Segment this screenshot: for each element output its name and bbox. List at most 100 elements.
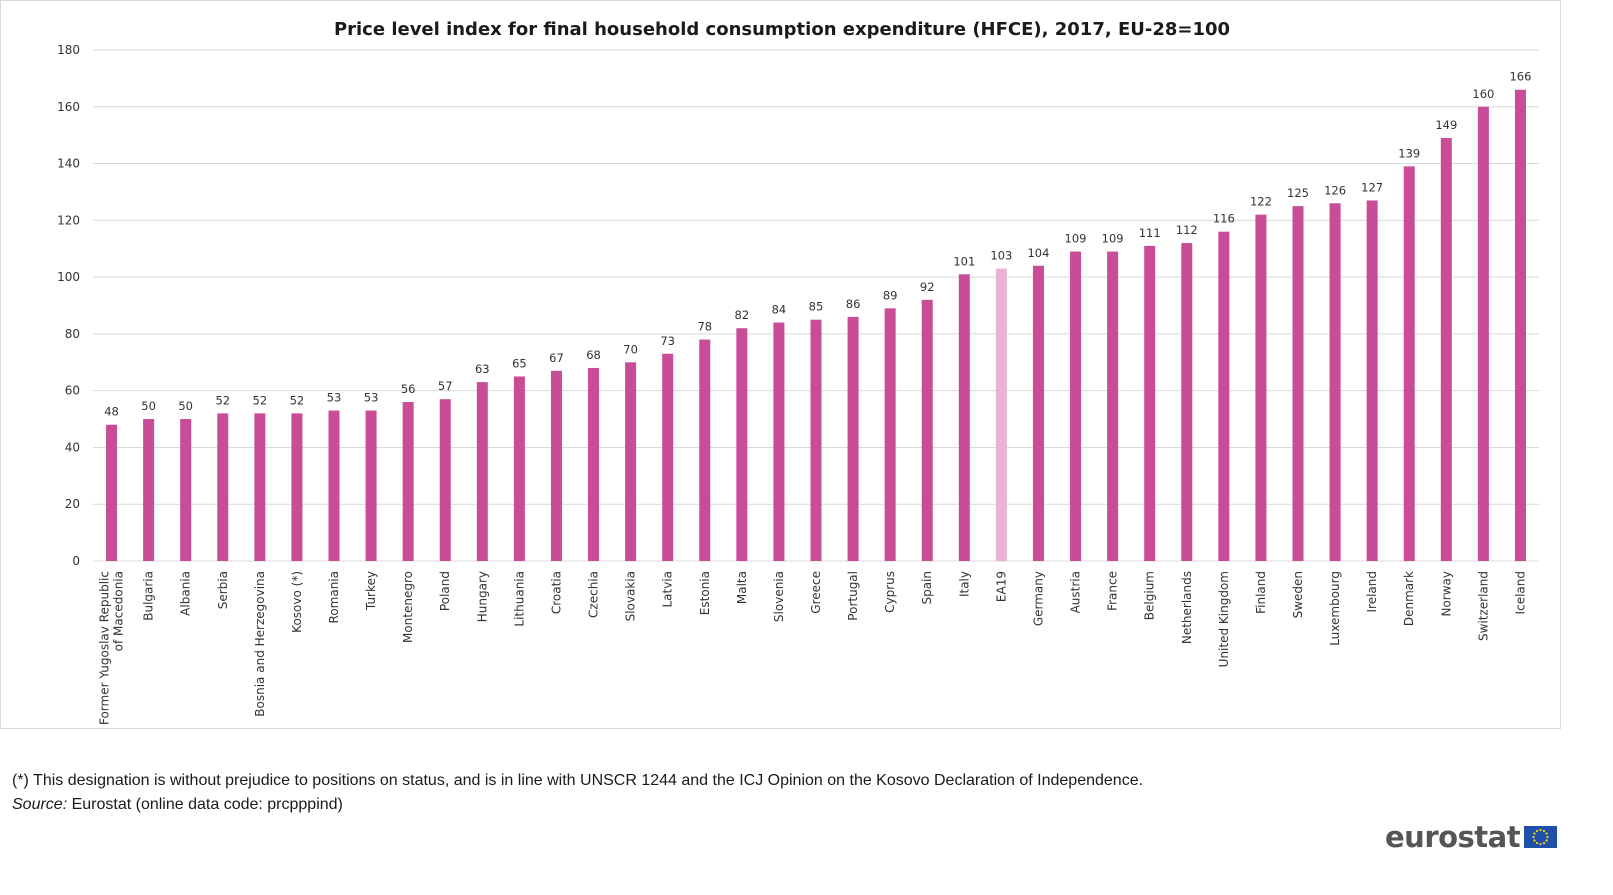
y-axis-tick-labels: 0 20 40 60 80 100 120 140 160 180 <box>57 43 80 568</box>
x-tick-label: Denmark <box>1402 571 1416 626</box>
x-tick-label-line: Albania <box>179 571 193 616</box>
bar-value-label: 85 <box>809 300 824 314</box>
x-tick-label-line: Portugal <box>846 571 860 621</box>
y-tick-label: 120 <box>57 213 80 227</box>
x-tick-label-line: Slovakia <box>624 571 638 621</box>
bar <box>1255 214 1267 561</box>
y-tick-label: 140 <box>57 157 80 171</box>
bar <box>773 322 785 561</box>
bar-value-label: 139 <box>1398 146 1420 160</box>
x-tick-label: Czechia <box>587 571 601 618</box>
bar-value-label: 160 <box>1472 87 1494 101</box>
bar-value-label: 111 <box>1139 226 1161 240</box>
bar-value-label: 52 <box>215 393 230 407</box>
x-tick-label: Belgium <box>1143 571 1157 620</box>
bar <box>958 274 970 561</box>
x-tick-label: Luxembourg <box>1328 571 1342 646</box>
y-tick-label: 80 <box>65 327 80 341</box>
bar <box>662 353 674 561</box>
flag-star <box>1536 841 1539 845</box>
bar-value-label: 52 <box>290 393 305 407</box>
x-tick-label: Iceland <box>1513 571 1527 614</box>
bar-value-label: 104 <box>1027 246 1049 260</box>
bar <box>365 410 377 561</box>
bar <box>180 419 192 561</box>
x-tick-label-line: Sweden <box>1291 571 1305 618</box>
bar <box>402 402 414 561</box>
x-tick-label: Poland <box>438 571 452 611</box>
x-tick-label: Latvia <box>661 571 675 608</box>
x-tick-label: Lithuania <box>512 571 526 627</box>
bar <box>1514 89 1526 561</box>
bar <box>995 268 1007 561</box>
bar-value-label: 89 <box>883 288 898 302</box>
x-tick-label-line: Spain <box>920 571 934 605</box>
x-tick-label: Greece <box>809 571 823 614</box>
bar <box>847 316 859 561</box>
x-tick-label-line: Belgium <box>1143 571 1157 620</box>
bar-value-label: 126 <box>1324 183 1346 197</box>
x-tick-label-line: Luxembourg <box>1328 571 1342 646</box>
bar-value-label: 125 <box>1287 186 1309 200</box>
bar-value-label: 122 <box>1250 195 1272 209</box>
x-tick-label: Turkey <box>364 571 378 611</box>
x-tick-label-line: Czechia <box>587 571 601 618</box>
bar <box>550 370 562 561</box>
x-tick-label: Bosnia and Herzegovina <box>253 571 267 717</box>
x-tick-label-line: Slovenia <box>772 571 786 622</box>
x-tick-label-line: Hungary <box>475 571 489 622</box>
x-tick-label-line: Bulgaria <box>142 571 156 621</box>
flag-star <box>1545 839 1548 842</box>
bar <box>439 399 451 561</box>
x-tick-label: Germany <box>1031 571 1045 626</box>
bar <box>291 413 303 561</box>
x-tick-label-line: Denmark <box>1402 571 1416 626</box>
x-tick-label-line: United Kingdom <box>1217 571 1231 667</box>
bar-value-label: 112 <box>1176 223 1198 237</box>
bar-value-label: 50 <box>141 399 156 413</box>
bar-value-label: 67 <box>549 351 564 365</box>
bar-value-label: 86 <box>846 297 861 311</box>
x-axis-tick-labels: Former Yugoslav Republic of Macedonia Bulg… <box>98 571 1528 725</box>
bar-value-label: 78 <box>697 320 712 334</box>
x-tick-label-line: Kosovo (*) <box>290 571 304 633</box>
y-tick-label: 180 <box>57 43 80 57</box>
x-tick-label: Estonia <box>698 571 712 615</box>
bar-value-label: 92 <box>920 280 935 294</box>
eu-flag-icon <box>1524 826 1558 848</box>
flag-star <box>1543 841 1546 845</box>
bar-value-label: 84 <box>772 303 787 317</box>
bar-value-label: 68 <box>586 348 601 362</box>
x-tick-label-line: Romania <box>327 571 341 623</box>
bar-value-label: 109 <box>1065 232 1087 246</box>
x-tick-label: Slovakia <box>624 571 638 621</box>
x-tick-label-line: Greece <box>809 571 823 614</box>
y-tick-label: 60 <box>65 384 80 398</box>
flag-star <box>1533 832 1536 835</box>
bar-value-label: 149 <box>1435 118 1457 132</box>
flag-star <box>1543 829 1546 833</box>
bar <box>143 419 155 561</box>
flag-star <box>1532 835 1535 839</box>
chart-frame: Price level index for final household co… <box>0 0 1561 729</box>
bar <box>328 410 340 561</box>
x-tick-label: Serbia <box>216 571 230 609</box>
bar-value-label: 70 <box>623 342 638 356</box>
x-tick-label-line: EA19 <box>994 571 1008 602</box>
x-tick-label-line: Cyprus <box>883 571 897 613</box>
x-tick-label: Malta <box>735 571 749 604</box>
y-tick-label: 0 <box>72 554 80 568</box>
source-text: Eurostat (online data code: prcpppind) <box>71 796 343 813</box>
x-tick-label: Switzerland <box>1476 571 1490 641</box>
bar <box>1032 265 1044 561</box>
x-tick-label-line: Croatia <box>549 571 563 614</box>
x-tick-label-line: France <box>1106 571 1120 611</box>
x-tick-label-line: Netherlands <box>1180 571 1194 644</box>
x-tick-label: France <box>1106 571 1120 611</box>
x-tick-label-line: Germany <box>1031 571 1045 626</box>
bar-chart: Price level index for final household co… <box>57 19 1539 725</box>
x-tick-label-line: of Macedonia <box>112 571 126 651</box>
bar-value-label: 116 <box>1213 212 1235 226</box>
eurostat-logo: eurostat <box>1385 820 1558 854</box>
bar <box>921 299 933 561</box>
